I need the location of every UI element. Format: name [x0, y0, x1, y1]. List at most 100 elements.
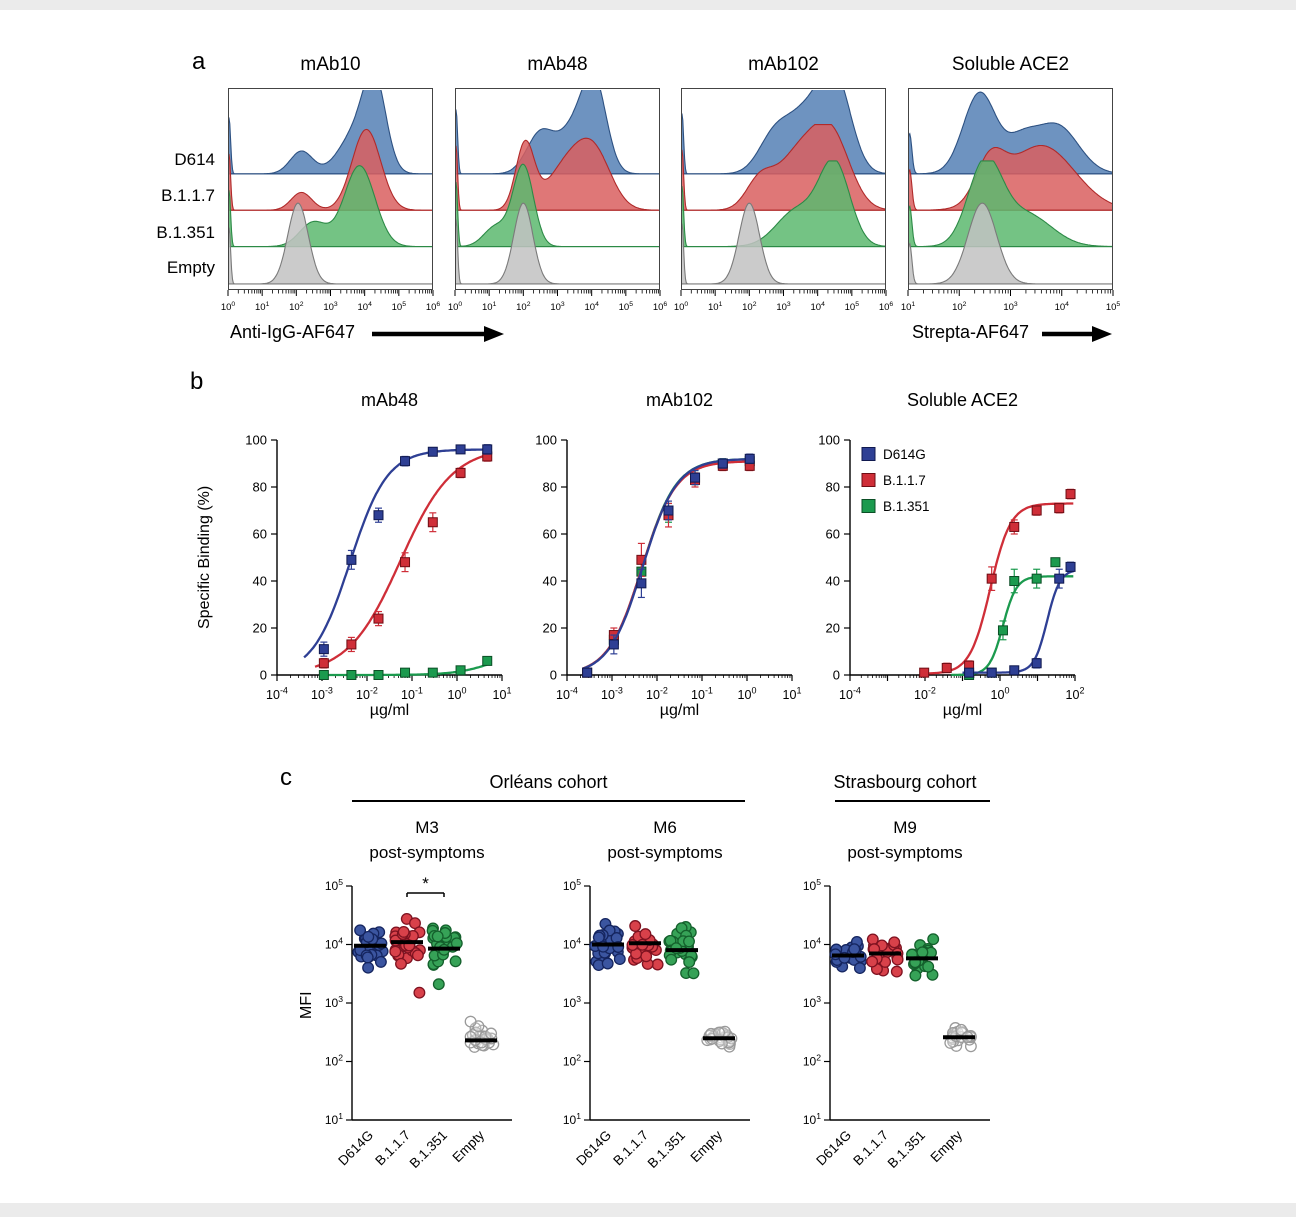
svg-text:100: 100 — [738, 686, 757, 702]
svg-text:103: 103 — [550, 301, 565, 313]
svg-text:10-4: 10-4 — [839, 686, 861, 702]
page-edge-bottom — [0, 1203, 1296, 1217]
svg-text:102: 102 — [563, 1053, 581, 1069]
svg-text:103: 103 — [776, 301, 791, 313]
row-label-b1351: B.1.351 — [156, 223, 215, 242]
svg-text:102: 102 — [952, 301, 967, 313]
svg-text:D614G: D614G — [335, 1128, 376, 1169]
dose-title-mab102: mAb102 — [645, 390, 714, 410]
row-label-b117: B.1.1.7 — [161, 186, 215, 205]
svg-text:10-4: 10-4 — [266, 686, 288, 702]
strasbourg-cohort-title: Strasbourg cohort — [833, 772, 977, 792]
xlabel-ugml-1: µg/ml — [369, 702, 410, 719]
svg-text:*: * — [422, 874, 429, 893]
svg-text:40: 40 — [826, 574, 840, 589]
svg-text:10-4: 10-4 — [556, 686, 578, 702]
svg-text:10-1: 10-1 — [401, 686, 423, 702]
svg-text:B.1.1.7: B.1.1.7 — [610, 1128, 651, 1169]
svg-text:105: 105 — [1106, 301, 1121, 313]
subtitle-m3-line1: M3 — [415, 818, 439, 837]
page-edge-top — [0, 0, 1296, 10]
strepta-axis-arrow-icon — [1042, 326, 1112, 342]
svg-text:80: 80 — [826, 480, 840, 495]
svg-text:103: 103 — [803, 994, 821, 1010]
svg-text:80: 80 — [543, 480, 557, 495]
panel-a-label: a — [192, 48, 206, 75]
hist-title-mab10: mAb10 — [300, 54, 361, 75]
svg-text:40: 40 — [543, 574, 557, 589]
svg-text:104: 104 — [563, 936, 581, 952]
svg-text:60: 60 — [253, 527, 267, 542]
mab102-dose-plot: 0 20 40 60 80 100 10-4 10-3 10-2 10-1 100 101 — [535, 433, 802, 703]
svg-text:100: 100 — [818, 433, 840, 448]
subtitle-m9: M9 post-symptoms — [805, 815, 1005, 865]
svg-text:10-2: 10-2 — [914, 686, 936, 702]
svg-text:80: 80 — [253, 480, 267, 495]
svg-text:Empty: Empty — [449, 1127, 487, 1165]
svg-text:102: 102 — [289, 301, 304, 313]
hist-title-ace2: Soluble ACE2 — [951, 54, 1070, 75]
svg-text:105: 105 — [845, 301, 860, 313]
mab48-dose-plot: 0 20 40 60 80 100 10-4 10-3 10-2 10-1 100 101 — [245, 433, 511, 703]
svg-text:105: 105 — [619, 301, 634, 313]
svg-text:D614G: D614G — [813, 1128, 854, 1169]
svg-text:10-3: 10-3 — [311, 686, 333, 702]
mab10-histogram: 100 101 102 103 104 105 106 — [221, 88, 440, 313]
orleans-cohort-rule — [352, 800, 745, 802]
ace2-dose-plot: 0 20 40 60 80 100 10-4 10-2 100 102 D614G B.1.1.7 B.… — [818, 433, 1084, 703]
svg-text:B.1.351: B.1.351 — [645, 1128, 689, 1172]
svg-text:B.1.351: B.1.351 — [407, 1128, 451, 1172]
svg-text:20: 20 — [543, 621, 557, 636]
svg-text:101: 101 — [783, 686, 802, 702]
svg-text:102: 102 — [803, 1053, 821, 1069]
svg-text:B.1.1.7: B.1.1.7 — [883, 473, 926, 488]
svg-text:B.1.1.7: B.1.1.7 — [372, 1128, 413, 1169]
subtitle-m6: M6 post-symptoms — [565, 815, 765, 865]
svg-text:101: 101 — [901, 301, 916, 313]
svg-text:100: 100 — [221, 301, 236, 313]
svg-text:104: 104 — [810, 301, 825, 313]
svg-text:106: 106 — [653, 301, 668, 313]
svg-text:10-2: 10-2 — [646, 686, 668, 702]
subtitle-m3-line2: post-symptoms — [369, 843, 485, 862]
svg-text:101: 101 — [803, 1111, 821, 1127]
svg-text:10-3: 10-3 — [601, 686, 623, 702]
svg-text:102: 102 — [325, 1053, 343, 1069]
svg-text:103: 103 — [563, 994, 581, 1010]
svg-text:Empty: Empty — [687, 1127, 725, 1165]
svg-text:60: 60 — [826, 527, 840, 542]
svg-text:100: 100 — [991, 686, 1010, 702]
svg-text:105: 105 — [392, 301, 407, 313]
orleans-cohort-title: Orléans cohort — [489, 772, 608, 792]
svg-text:106: 106 — [426, 301, 441, 313]
svg-text:0: 0 — [550, 668, 557, 683]
svg-text:103: 103 — [323, 301, 338, 313]
svg-text:101: 101 — [563, 1111, 581, 1127]
svg-text:B.1.351: B.1.351 — [885, 1128, 929, 1172]
svg-text:102: 102 — [742, 301, 757, 313]
svg-text:100: 100 — [674, 301, 689, 313]
svg-text:20: 20 — [826, 621, 840, 636]
ace2-histogram: 101 102 103 104 105 — [901, 88, 1120, 313]
svg-text:105: 105 — [563, 877, 581, 893]
mab102-histogram: 100 101 102 103 104 105 106 — [674, 88, 893, 313]
svg-text:100: 100 — [245, 433, 267, 448]
svg-text:106: 106 — [879, 301, 894, 313]
row-label-d614: D614 — [174, 150, 215, 169]
svg-text:104: 104 — [1055, 301, 1070, 313]
svg-text:100: 100 — [448, 301, 463, 313]
svg-text:D614G: D614G — [573, 1128, 614, 1169]
panel-b-label: b — [190, 368, 204, 395]
specific-binding-axis-label: Specific Binding (%) — [196, 485, 213, 630]
svg-text:20: 20 — [253, 621, 267, 636]
svg-text:Empty: Empty — [927, 1127, 965, 1165]
svg-text:101: 101 — [325, 1111, 343, 1127]
svg-text:104: 104 — [803, 936, 821, 952]
svg-text:60: 60 — [543, 527, 557, 542]
svg-text:102: 102 — [516, 301, 531, 313]
svg-text:100: 100 — [448, 686, 467, 702]
subtitle-m9-line1: M9 — [893, 818, 917, 837]
